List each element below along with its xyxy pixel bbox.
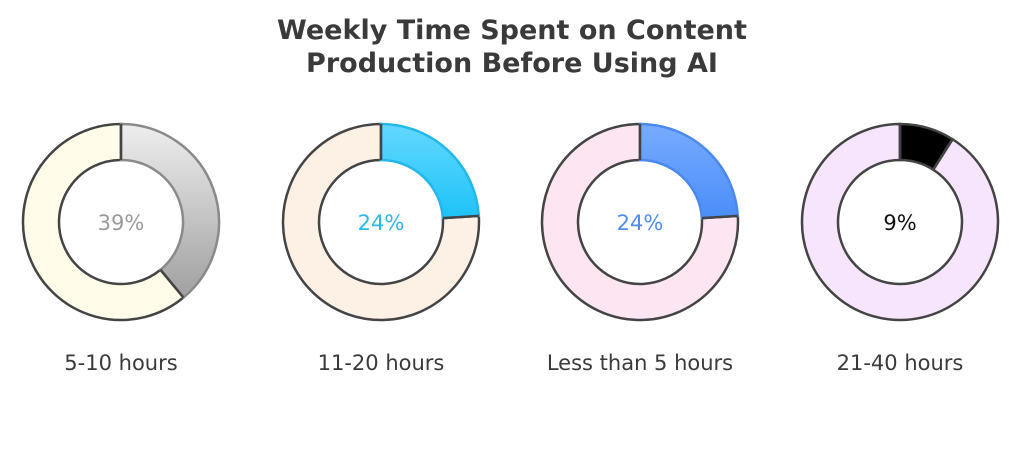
donut-segment-rest: [800, 122, 1000, 322]
value-label: 24%: [617, 211, 664, 235]
title-line-1: Weekly Time Spent on Content: [277, 15, 747, 46]
donut-chart: 24% Less than 5 hours: [540, 122, 740, 375]
category-label: 11-20 hours: [318, 351, 445, 375]
category-label: Less than 5 hours: [547, 351, 733, 375]
segment-divider: [442, 214, 479, 220]
donut-chart: 9% 21-40 hours: [800, 122, 1000, 375]
donut-segment-rest: [281, 122, 481, 322]
donut-segment-rest: [21, 122, 186, 322]
donut-chart: 39% 5-10 hours: [21, 122, 221, 375]
value-label: 39%: [98, 211, 145, 235]
chart-title: Weekly Time Spent on Content Production …: [0, 14, 1024, 80]
title-line-2: Production Before Using AI: [306, 48, 718, 79]
donut-chart: 24% 11-20 hours: [281, 122, 481, 375]
segment-divider: [159, 268, 185, 299]
value-label: 24%: [358, 211, 405, 235]
value-label: 9%: [883, 211, 916, 235]
segment-divider: [932, 138, 954, 171]
donut-segment-value: [638, 122, 740, 220]
donut-segment-value: [379, 122, 481, 220]
donut-segment-rest: [540, 122, 740, 322]
category-label: 5-10 hours: [64, 351, 177, 375]
donut-segment-value: [119, 122, 221, 300]
category-label: 21-40 hours: [837, 351, 964, 375]
segment-divider: [701, 214, 738, 220]
